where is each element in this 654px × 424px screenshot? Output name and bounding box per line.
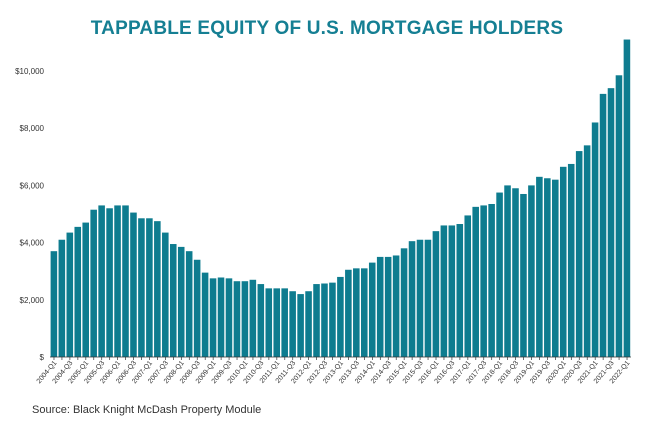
bar <box>305 291 312 357</box>
source-note: Source: Black Knight McDash Property Mod… <box>32 404 262 416</box>
bar <box>90 209 97 357</box>
bar <box>520 193 527 357</box>
bar <box>400 248 408 357</box>
bar <box>185 251 193 357</box>
bar <box>337 276 344 357</box>
bar <box>321 283 328 357</box>
bar <box>177 246 185 357</box>
bar <box>233 281 241 357</box>
bar <box>408 241 416 357</box>
bar <box>432 231 440 357</box>
bar <box>440 225 448 357</box>
bar <box>130 212 137 357</box>
bar <box>209 278 217 357</box>
bar <box>249 279 257 357</box>
bar <box>265 288 273 357</box>
bar <box>360 268 368 357</box>
bar <box>512 188 519 357</box>
bar <box>329 282 336 357</box>
bar <box>544 178 551 357</box>
bar <box>552 179 559 357</box>
bar <box>58 239 66 357</box>
bar <box>74 226 82 357</box>
y-tick-label: $4,000 <box>20 239 45 248</box>
bar <box>480 205 487 357</box>
bar <box>114 205 121 357</box>
bar <box>281 288 288 357</box>
bar <box>384 256 392 357</box>
bar <box>169 244 177 357</box>
bar <box>392 255 400 357</box>
bar <box>464 215 472 357</box>
bar <box>456 224 464 357</box>
bar <box>273 288 281 357</box>
bar <box>353 268 360 357</box>
bar <box>607 88 615 357</box>
bar <box>257 284 265 357</box>
bar <box>536 176 543 357</box>
bar <box>615 75 623 357</box>
bar <box>488 203 495 357</box>
y-tick-label: $2,000 <box>20 296 45 305</box>
bar <box>583 145 591 357</box>
y-tick-label: $8,000 <box>20 124 45 133</box>
bar <box>201 272 209 357</box>
bar <box>416 239 424 357</box>
bar <box>154 221 161 357</box>
bar <box>122 205 129 357</box>
bar <box>50 251 58 357</box>
bar <box>448 225 456 357</box>
bar <box>376 256 384 357</box>
bar <box>559 166 567 357</box>
bar <box>82 222 89 357</box>
bar <box>424 239 432 357</box>
bar <box>193 259 201 357</box>
y-tick-label: $ <box>40 353 45 362</box>
bar <box>345 269 352 357</box>
bar <box>289 291 296 357</box>
y-tick-label: $6,000 <box>20 181 45 190</box>
bar <box>496 192 503 357</box>
y-tick-label: $10,000 <box>15 67 44 76</box>
bar <box>313 284 320 357</box>
bar <box>138 218 145 357</box>
bar <box>217 277 225 357</box>
bar <box>623 39 631 357</box>
bar <box>528 185 535 357</box>
bar <box>106 208 113 357</box>
bar <box>504 185 511 357</box>
bar <box>241 281 249 357</box>
bar <box>368 262 376 357</box>
bar <box>146 218 153 357</box>
bar <box>599 93 607 357</box>
bar <box>66 232 74 357</box>
bar <box>225 278 233 357</box>
bar <box>98 205 105 357</box>
bar <box>162 232 169 357</box>
bar <box>591 122 599 357</box>
bar <box>567 163 575 357</box>
bar <box>575 151 583 357</box>
bar <box>297 294 304 357</box>
bar <box>472 206 479 357</box>
chart-title: TAPPABLE EQUITY OF U.S. MORTGAGE HOLDERS <box>90 18 564 39</box>
